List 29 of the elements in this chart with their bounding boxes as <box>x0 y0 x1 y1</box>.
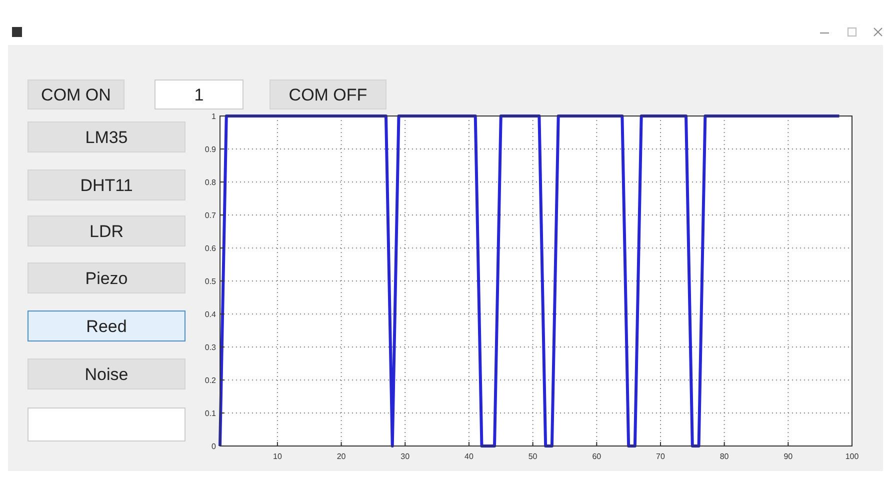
x-tick-label: 60 <box>592 452 602 461</box>
x-tick-label: 20 <box>336 452 346 461</box>
text: Piezo <box>85 269 128 288</box>
x-tick-label: 30 <box>400 452 410 461</box>
text: DHT11 <box>80 176 133 195</box>
y-tick-label: 0.3 <box>204 343 217 352</box>
y-tick-label: 0.5 <box>204 277 217 286</box>
y-tick-label: 0.1 <box>204 409 217 418</box>
x-tick-label: 100 <box>845 452 860 461</box>
y-tick-label: 0.4 <box>204 310 217 319</box>
y-tick-label: 0.7 <box>204 211 217 220</box>
x-tick-label: 40 <box>464 452 474 461</box>
x-tick-label: 10 <box>273 452 282 461</box>
text: LDR <box>89 222 124 241</box>
text: COM OFF <box>288 86 368 104</box>
text: Noise <box>84 365 128 384</box>
y-tick-label: 0.9 <box>204 145 217 154</box>
y-tick-label: 0.8 <box>204 178 217 187</box>
x-tick-label: 80 <box>720 452 730 461</box>
y-tick-label: 0 <box>212 442 217 451</box>
x-tick-label: 70 <box>656 452 666 461</box>
y-tick-label: 0.6 <box>204 244 217 253</box>
text: Reed <box>86 317 127 336</box>
text: COM ON <box>41 86 111 104</box>
x-tick-label: 90 <box>784 452 794 461</box>
x-tick-label: 50 <box>528 452 538 461</box>
text: LM35 <box>85 128 128 147</box>
y-tick-label: 1 <box>212 112 217 121</box>
y-tick-label: 0.2 <box>204 376 217 385</box>
